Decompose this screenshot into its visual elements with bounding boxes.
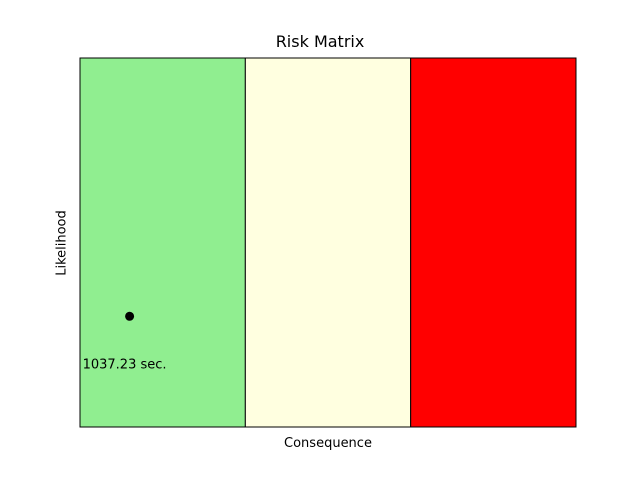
risk-band-2 xyxy=(244,57,412,428)
data-point-label-1: 1037.23 sec. xyxy=(83,357,167,372)
plot-frame xyxy=(79,57,577,428)
data-point-1 xyxy=(125,311,135,321)
x-axis-label: Consequence xyxy=(284,436,372,451)
risk-band-1 xyxy=(79,57,246,428)
risk-band-3 xyxy=(410,57,577,428)
chart-title: Risk Matrix xyxy=(275,32,365,51)
